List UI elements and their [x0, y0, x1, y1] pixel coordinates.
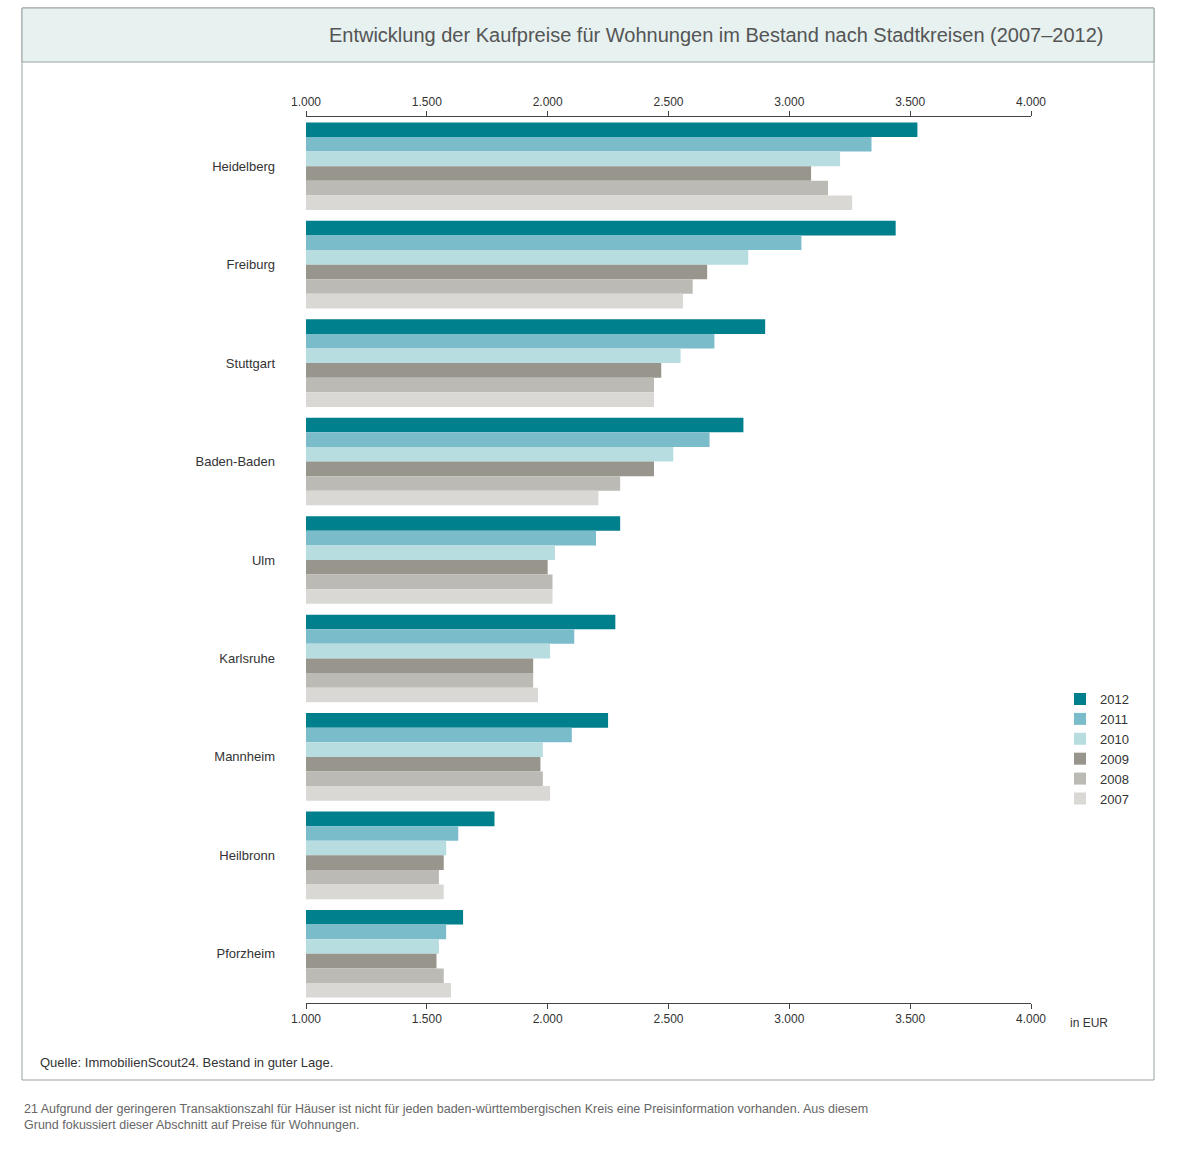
svg-text:Ulm: Ulm: [252, 553, 275, 568]
svg-text:1.500: 1.500: [412, 95, 442, 109]
svg-text:3.500: 3.500: [895, 95, 925, 109]
svg-text:2010: 2010: [1100, 732, 1129, 747]
svg-text:Mannheim: Mannheim: [214, 749, 275, 764]
svg-text:2007: 2007: [1100, 792, 1129, 807]
svg-text:4.000: 4.000: [1016, 95, 1046, 109]
svg-text:Quelle: ImmobilienScout24. Bes: Quelle: ImmobilienScout24. Bestand in gu…: [40, 1055, 333, 1070]
svg-text:2011: 2011: [1100, 712, 1128, 727]
svg-text:2.500: 2.500: [653, 1012, 683, 1026]
svg-text:21 Aufgrund der geringeren Tra: 21 Aufgrund der geringeren Transaktionsz…: [24, 1102, 868, 1132]
svg-text:2012: 2012: [1100, 692, 1129, 707]
svg-text:Heidelberg: Heidelberg: [212, 159, 275, 174]
svg-text:Entwicklung der Kaufpreise für: Entwicklung der Kaufpreise für Wohnungen…: [329, 24, 1104, 46]
svg-text:1.500: 1.500: [412, 1012, 442, 1026]
svg-text:Baden-Baden: Baden-Baden: [195, 454, 275, 469]
svg-text:2008: 2008: [1100, 772, 1129, 787]
svg-text:2009: 2009: [1100, 752, 1129, 767]
svg-text:2.000: 2.000: [533, 95, 563, 109]
svg-text:Stuttgart: Stuttgart: [226, 356, 276, 371]
svg-text:Karlsruhe: Karlsruhe: [219, 651, 275, 666]
svg-text:2.500: 2.500: [653, 95, 683, 109]
svg-text:2.000: 2.000: [533, 1012, 563, 1026]
svg-text:3.000: 3.000: [774, 1012, 804, 1026]
svg-text:in EUR: in EUR: [1070, 1016, 1108, 1030]
svg-text:3.000: 3.000: [774, 95, 804, 109]
svg-text:Heilbronn: Heilbronn: [219, 848, 275, 863]
svg-text:Freiburg: Freiburg: [227, 257, 275, 272]
svg-text:1.000: 1.000: [291, 95, 321, 109]
svg-text:3.500: 3.500: [895, 1012, 925, 1026]
svg-text:Pforzheim: Pforzheim: [216, 946, 275, 961]
svg-text:1.000: 1.000: [291, 1012, 321, 1026]
svg-text:4.000: 4.000: [1016, 1012, 1046, 1026]
